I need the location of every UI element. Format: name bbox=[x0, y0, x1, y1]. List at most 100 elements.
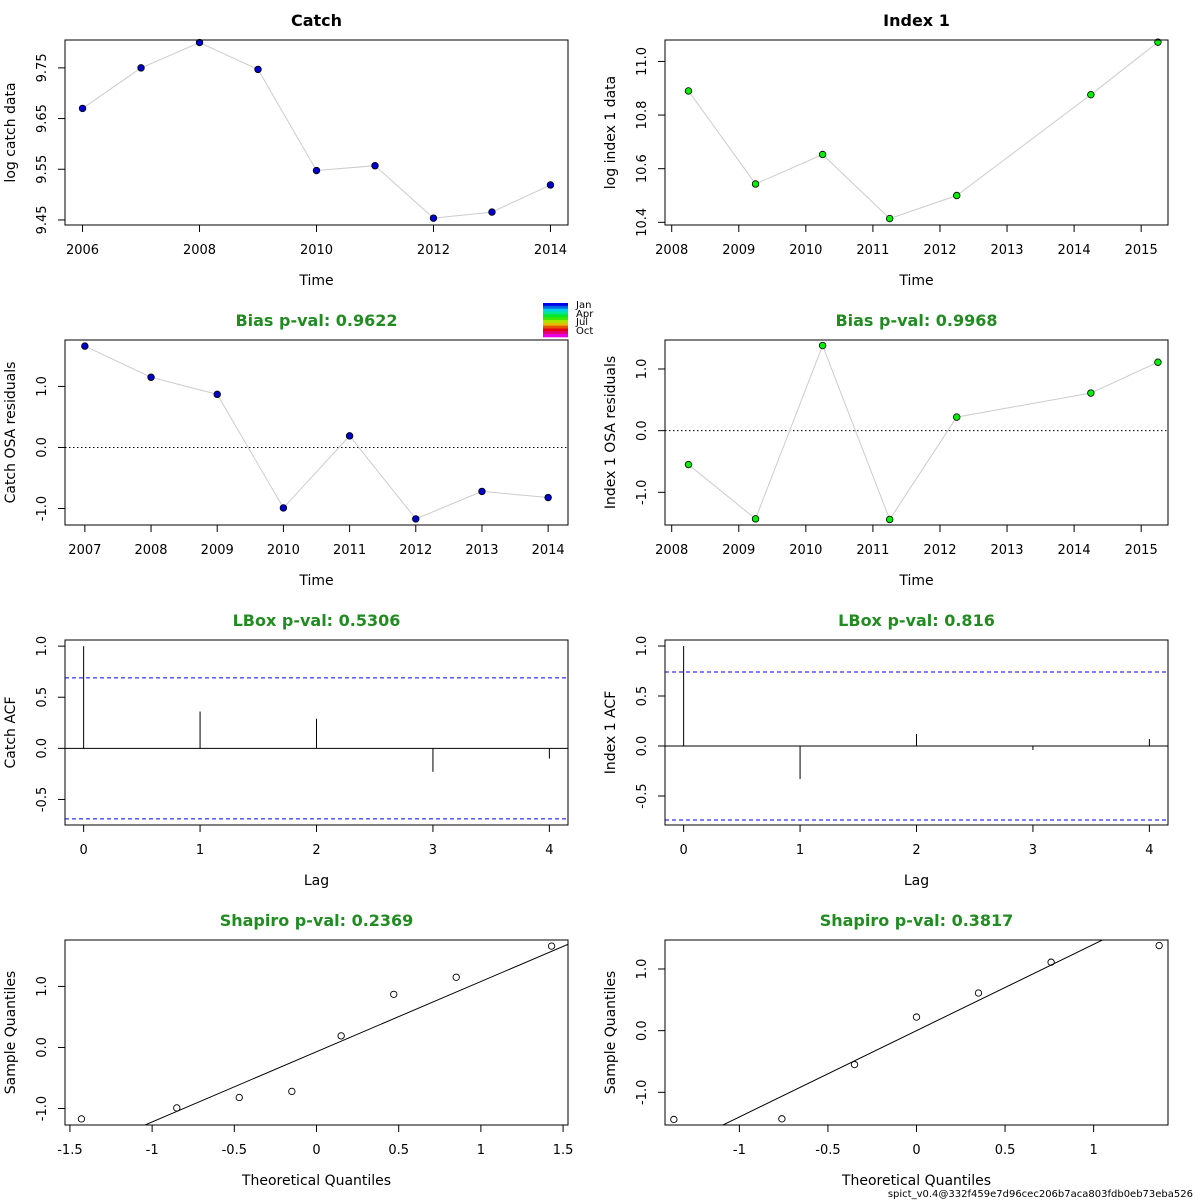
y-tick-label: 0.5 bbox=[35, 687, 50, 708]
x-axis-label: Theoretical Quantiles bbox=[841, 1173, 991, 1189]
plot-frame bbox=[664, 639, 1169, 826]
y-tick-label: 1.0 bbox=[635, 636, 650, 657]
y-tick-label: 0.0 bbox=[635, 736, 650, 757]
x-axis: 2007 2008 2009 2010 2011 2012 2013 2014 bbox=[68, 524, 565, 558]
x-tick-label: 2008 bbox=[655, 543, 688, 558]
x-tick-label: 2014 bbox=[1058, 243, 1091, 258]
panel-title: Index 1 bbox=[883, 11, 950, 30]
qq-point bbox=[974, 989, 983, 997]
data-point bbox=[544, 493, 552, 502]
qq-reference-line bbox=[143, 943, 568, 1125]
y-tick-label: 1.0 bbox=[635, 959, 650, 980]
legend-label-oct: Oct bbox=[576, 326, 593, 337]
data-point bbox=[818, 341, 827, 350]
y-axis-label: Sample Quantiles bbox=[3, 971, 19, 1094]
legend-color-swatch bbox=[543, 314, 568, 318]
x-tick-label: 1 bbox=[196, 843, 204, 858]
y-tick-label: 0.0 bbox=[635, 420, 650, 441]
legend-color-swatch bbox=[543, 320, 568, 324]
y-tick-label: 0.0 bbox=[635, 1020, 650, 1041]
y-tick-label: 10.6 bbox=[635, 154, 650, 183]
plot-frame bbox=[664, 939, 1169, 1126]
y-tick-label: 10.8 bbox=[635, 101, 650, 130]
qq-reference-line bbox=[721, 940, 1104, 1125]
panel-title: Bias p-val: 0.9622 bbox=[235, 311, 397, 330]
legend-color-swatch bbox=[543, 303, 568, 307]
qq-point bbox=[670, 1115, 678, 1124]
y-tick-label: -1.0 bbox=[35, 1096, 50, 1121]
y-tick-label: -0.5 bbox=[635, 783, 650, 808]
x-axis-label: Lag bbox=[904, 873, 929, 889]
data-point bbox=[953, 191, 961, 200]
x-tick-label: 2008 bbox=[183, 243, 216, 258]
x-tick-label: 0.5 bbox=[388, 1143, 409, 1158]
panel-title: LBox p-val: 0.816 bbox=[838, 611, 995, 630]
y-tick-label: 10.4 bbox=[635, 208, 650, 237]
data-point bbox=[488, 208, 496, 216]
y-axis: -0.5 0.0 0.5 1.0 bbox=[35, 636, 66, 812]
x-tick-label: 0 bbox=[312, 1143, 320, 1158]
month-color-legend: Jan Apr Jul Oct bbox=[543, 300, 594, 338]
x-tick-label: 1 bbox=[1089, 1143, 1097, 1158]
x-tick-label: 3 bbox=[429, 843, 437, 858]
footer-version: spict_v0.4@332f459e7d96cec206b7aca803fdb… bbox=[888, 1189, 1193, 1200]
x-tick-label: 2012 bbox=[923, 543, 956, 558]
x-tick-label: 2010 bbox=[789, 243, 822, 258]
x-tick-label: 2009 bbox=[201, 543, 234, 558]
x-tick-label: -1 bbox=[146, 1143, 159, 1158]
x-tick-label: 2008 bbox=[134, 543, 167, 558]
x-tick-label: 2010 bbox=[267, 543, 300, 558]
data-point bbox=[78, 104, 87, 113]
y-tick-label: 1.0 bbox=[35, 376, 50, 397]
x-tick-label: 2012 bbox=[923, 243, 956, 258]
y-tick-label: -1.0 bbox=[635, 480, 650, 505]
data-point bbox=[751, 180, 760, 188]
panel-title: Catch bbox=[291, 11, 342, 30]
x-tick-label: 3 bbox=[1029, 843, 1037, 858]
x-tick-label: 0 bbox=[679, 843, 687, 858]
legend-color-swatch bbox=[543, 325, 568, 329]
panel-title: Bias p-val: 0.9968 bbox=[835, 311, 997, 330]
x-tick-label: 1 bbox=[477, 1143, 485, 1158]
data-point bbox=[345, 432, 354, 440]
data-point bbox=[147, 373, 155, 381]
x-tick-label: 2014 bbox=[1058, 543, 1091, 558]
x-tick-label: 2013 bbox=[465, 543, 498, 558]
y-tick-label: -1.0 bbox=[635, 1080, 650, 1105]
chart-panel: Bias p-val: 0.9968 Time Index 1 OSA residu… bbox=[603, 311, 1169, 589]
y-axis-label: Sample Quantiles bbox=[603, 971, 619, 1094]
x-tick-label: -1 bbox=[733, 1143, 746, 1158]
data-point bbox=[312, 166, 321, 175]
plot-frame bbox=[664, 39, 1169, 226]
x-tick-label: 4 bbox=[545, 843, 553, 858]
x-tick-label: 0 bbox=[79, 843, 87, 858]
qq-point bbox=[77, 1115, 86, 1123]
legend-color-swatch bbox=[543, 308, 568, 312]
x-tick-label: 2010 bbox=[789, 543, 822, 558]
data-point bbox=[279, 504, 288, 512]
chart-panel: LBox p-val: 0.5306 Lag Catch ACF 0 1 2 3 4 -0.5 0… bbox=[3, 611, 569, 889]
chart-panel: Bias p-val: 0.9622 Time Catch OSA residual… bbox=[3, 311, 569, 589]
y-tick-label: 1.0 bbox=[35, 976, 50, 997]
data-point bbox=[213, 390, 221, 399]
y-tick-label: 0.0 bbox=[35, 437, 50, 458]
plot-frame bbox=[664, 339, 1169, 526]
x-tick-label: 2014 bbox=[532, 543, 565, 558]
qq-point bbox=[778, 1115, 786, 1123]
data-point bbox=[195, 38, 204, 47]
x-axis: 2008 2009 2010 2011 2012 2013 2014 2015 bbox=[655, 224, 1158, 258]
x-tick-label: 1.5 bbox=[553, 1143, 574, 1158]
x-tick-label: 2009 bbox=[722, 243, 755, 258]
data-point bbox=[371, 161, 379, 170]
data-point bbox=[818, 150, 827, 159]
qq-point bbox=[337, 1032, 345, 1040]
y-axis-label: log index 1 data bbox=[603, 76, 619, 189]
x-tick-label: 2 bbox=[312, 843, 320, 858]
x-tick-label: 2006 bbox=[66, 243, 99, 258]
data-point bbox=[684, 87, 693, 95]
chart-panel: LBox p-val: 0.816 Lag Index 1 ACF 0 1 2 3 4 -0.5… bbox=[603, 611, 1169, 889]
y-tick-label: 0.0 bbox=[35, 1037, 50, 1058]
plot-frame bbox=[64, 939, 569, 1126]
x-tick-label: 2011 bbox=[856, 243, 889, 258]
